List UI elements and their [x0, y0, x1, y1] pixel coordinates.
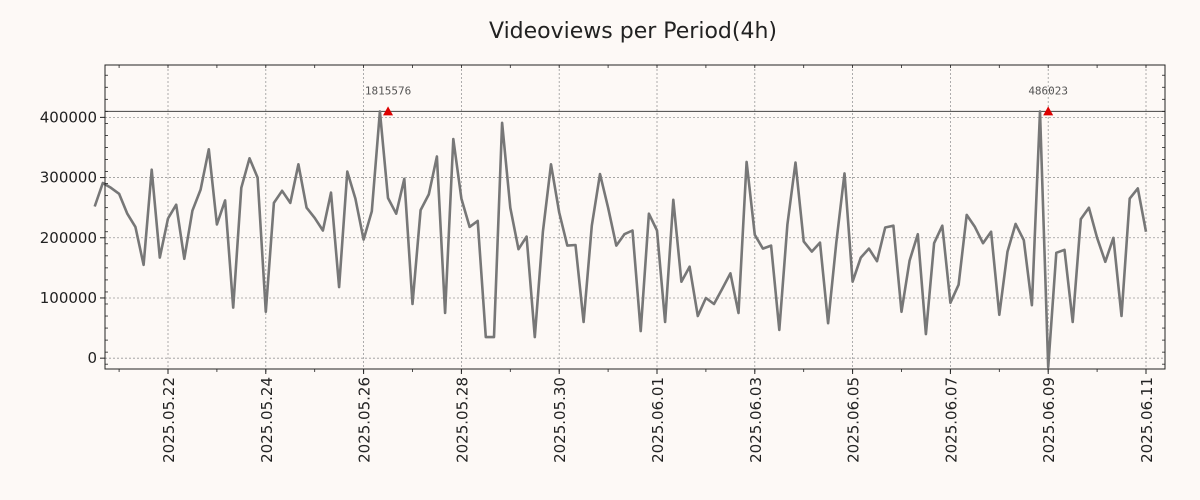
x-axis: 2025.05.22 2025.05.24 2025.05.26 2025.05.28… — [118, 65, 1156, 463]
y-tick-label: 400000 — [40, 108, 97, 126]
x-tick-label: 2025.06.01 — [649, 377, 667, 463]
plot-frame — [104, 64, 1166, 370]
y-axis: 0 100000 200000 300000 400000 — [40, 74, 1165, 367]
x-tick-label: 2025.06.03 — [747, 377, 765, 463]
peak-label: 486023 — [1028, 84, 1068, 97]
chart-title: Videoviews per Period(4h) — [489, 19, 777, 44]
peak-label: 1815576 — [365, 84, 411, 97]
x-tick-label: 2025.05.30 — [551, 377, 569, 463]
peak-markers: 1815576 486023 — [365, 84, 1068, 116]
x-tick-label: 2025.05.24 — [258, 377, 276, 463]
peak-marker — [383, 106, 394, 116]
y-tick-label: 200000 — [40, 229, 97, 247]
x-tick-label: 2025.06.07 — [942, 377, 960, 463]
y-tick-label: 100000 — [40, 289, 97, 307]
x-tick-label: 2025.06.11 — [1138, 377, 1156, 463]
grid — [105, 65, 1165, 369]
series-layer — [93, 110, 1148, 369]
y-tick-label: 0 — [87, 349, 97, 367]
x-tick-label: 2025.06.05 — [845, 377, 863, 463]
x-tick-label: 2025.05.22 — [160, 377, 178, 463]
x-tick-label: 2025.06.09 — [1040, 377, 1058, 463]
x-tick-label: 2025.05.26 — [356, 377, 374, 463]
series-line — [93, 110, 1148, 369]
y-tick-label: 300000 — [40, 169, 97, 187]
peak-marker — [1043, 106, 1054, 116]
x-tick-label: 2025.05.28 — [453, 377, 471, 463]
